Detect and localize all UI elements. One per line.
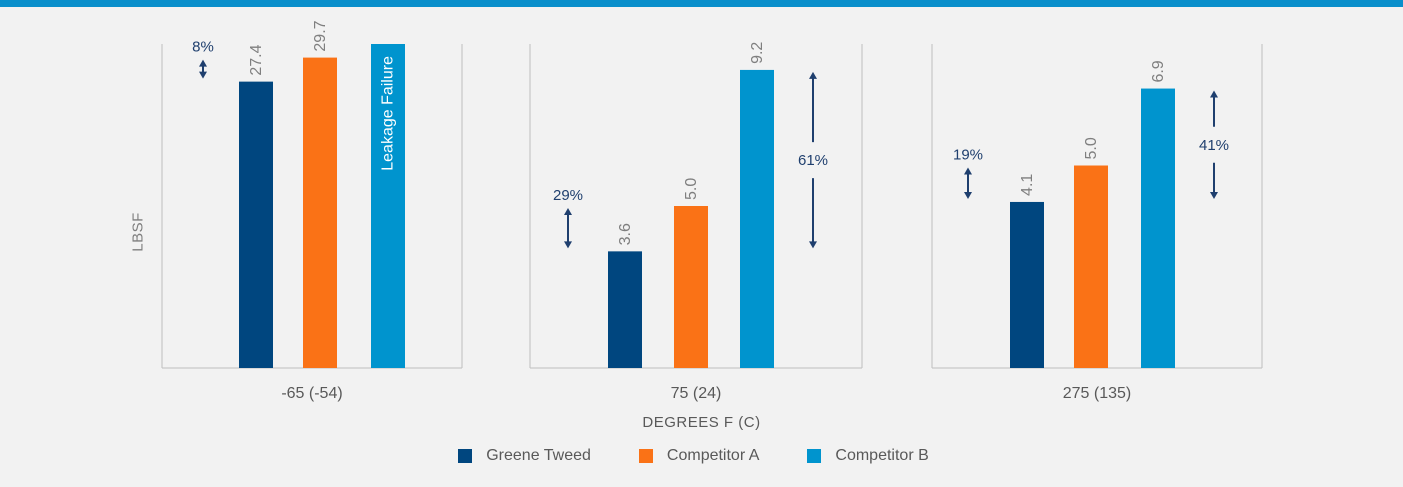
- legend-label-competitor-a: Competitor A: [666, 447, 760, 464]
- group-65-54-category-label: -65 (-54): [281, 385, 342, 402]
- group-75-24-diff-arrow-29-label: 29%: [553, 187, 583, 204]
- x-axis-label: DEGREES F (C): [642, 414, 761, 431]
- group-75-24-competitor-b-value-label: 9.2: [749, 42, 766, 64]
- legend-label-competitor-b: Competitor B: [835, 447, 929, 464]
- group-275-135-diff-arrow-41-head-down: [1210, 191, 1218, 199]
- group-75-24-greene-tweed-value-label: 3.6: [617, 223, 634, 245]
- group-75-24-diff-arrow-29-head-down: [564, 241, 572, 249]
- group-275-135-competitor-a-value-label: 5.0: [1083, 137, 1100, 159]
- legend-item-greene-tweed: Greene Tweed: [458, 447, 591, 465]
- group-275-135-diff-arrow-19-label: 19%: [953, 147, 983, 164]
- group-65-54-diff-arrow-8-head-up: [199, 59, 207, 67]
- group-75-24-diff-arrow-61-head-down: [809, 241, 817, 249]
- group-275-135-category-label: 275 (135): [1063, 385, 1132, 402]
- group-65-54-competitor-b-bar: [371, 44, 405, 368]
- legend-swatch-greene-tweed: [458, 449, 473, 463]
- group-275-135-competitor-b-bar: [1141, 88, 1175, 369]
- group-275-135-greene-tweed-bar: [1010, 201, 1044, 368]
- legend: Greene Tweed Competitor A Competitor B: [0, 447, 1403, 465]
- legend-swatch-competitor-a: [638, 449, 653, 463]
- group-65-54-diff-arrow-8-label: 8%: [192, 39, 214, 56]
- bar-chart: -65 (-54) 27.4 29.7 Leakage Failure 8% 75 (24…: [161, 20, 1263, 402]
- group-75-24-diff-arrow-61-head-up: [809, 71, 817, 79]
- group-75-24-competitor-a-value-label: 5.0: [683, 178, 700, 200]
- group-275-135-diff-arrow-41-label: 41%: [1199, 137, 1229, 154]
- group-65-54-competitor-b-failure-label: Leakage Failure: [380, 56, 397, 171]
- top-accent-bar: [0, 0, 1403, 7]
- group-65-54-diff-arrow-8-head-down: [199, 71, 207, 79]
- y-axis-label: LBSF: [129, 212, 147, 252]
- group-65-54-competitor-a-bar: [303, 57, 337, 368]
- group-275-135-competitor-b-value-label: 6.9: [1150, 60, 1167, 82]
- legend-label-greene-tweed: Greene Tweed: [486, 447, 591, 464]
- group-65-54-greene-tweed-value-label: 27.4: [248, 44, 265, 75]
- group-75-24-greene-tweed-bar: [608, 251, 642, 368]
- group-65-54-competitor-a-value-label: 29.7: [312, 20, 329, 51]
- group-275-135-competitor-a-bar: [1074, 165, 1108, 368]
- group-65-54-greene-tweed-bar: [239, 81, 273, 369]
- group-75-24-competitor-b-bar: [740, 69, 774, 369]
- group-275-135-diff-arrow-41-head-up: [1210, 90, 1218, 98]
- group-275-135-diff-arrow-19-head-down: [964, 191, 972, 199]
- group-75-24-diff-arrow-29-head-up: [564, 208, 572, 215]
- legend-swatch-competitor-b: [807, 449, 822, 463]
- group-75-24-category-label: 75 (24): [671, 385, 722, 402]
- legend-item-competitor-b: Competitor B: [807, 447, 929, 465]
- legend-item-competitor-a: Competitor A: [638, 447, 760, 465]
- group-275-135-diff-arrow-19-head-up: [964, 167, 972, 175]
- group-75-24-competitor-a-bar: [674, 206, 708, 368]
- group-75-24-diff-arrow-61-label: 61%: [798, 152, 828, 169]
- group-275-135-greene-tweed-value-label: 4.1: [1019, 174, 1036, 196]
